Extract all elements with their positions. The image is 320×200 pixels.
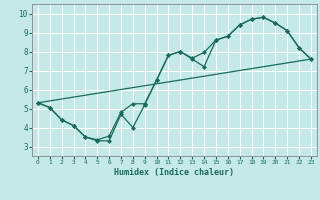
X-axis label: Humidex (Indice chaleur): Humidex (Indice chaleur) — [115, 168, 234, 177]
